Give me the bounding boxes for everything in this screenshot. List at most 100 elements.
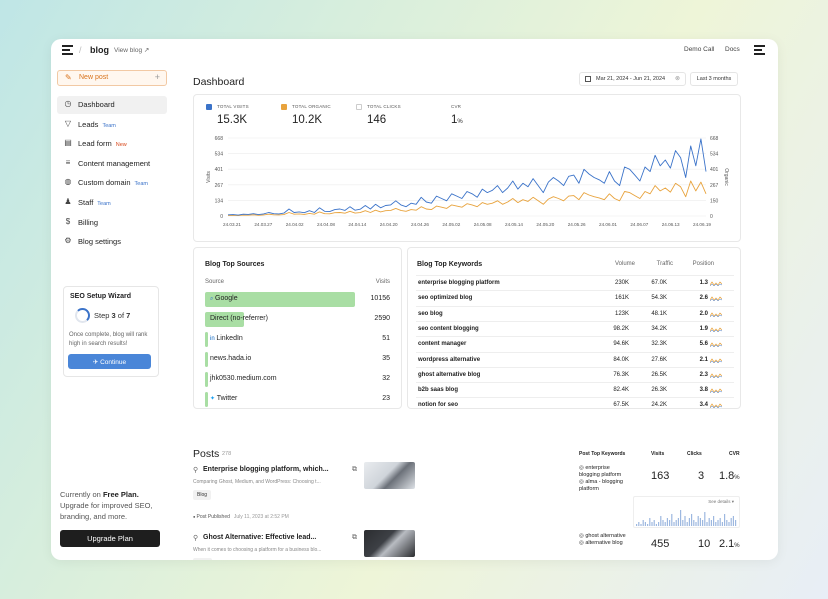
source-bar	[205, 332, 208, 347]
y-tick-right: 150	[710, 198, 719, 204]
post-title[interactable]: Enterprise blogging platform, which...	[203, 466, 329, 473]
dollar-icon: $	[65, 216, 71, 226]
breadcrumb-separator: /	[79, 45, 82, 55]
sidebar-item-blog-settings[interactable]: ⚙ Blog settings	[57, 233, 167, 251]
upgrade-plan-button[interactable]: Upgrade Plan	[60, 530, 160, 547]
source-bar	[205, 392, 208, 407]
source-visits: 10156	[370, 295, 390, 302]
position-sparkline-icon	[710, 403, 722, 409]
top-keywords-card: Blog Top Keywords Volume Traffic Positio…	[407, 247, 741, 409]
post-thumbnail	[364, 530, 415, 557]
post-row[interactable]: ⚲ Ghost Alternative: Effective lead... ⧉ Wh…	[193, 530, 741, 560]
funnel-icon: ▽	[64, 118, 72, 128]
metric-checkbox[interactable]	[206, 104, 212, 110]
sidebar-item-custom-domain[interactable]: ◍ Custom domain Team	[57, 174, 167, 192]
keyword-row[interactable]: b2b saas blog 82.4K 26.3K 3.8	[416, 382, 734, 397]
post-clicks: 10	[698, 538, 711, 550]
continue-button[interactable]: ✈ Continue	[68, 354, 151, 369]
docs-link[interactable]: Docs	[725, 46, 740, 53]
keyword-volume: 82.4K	[613, 387, 629, 394]
keyword-position: 2.1	[699, 356, 708, 363]
keyword-row[interactable]: seo blog 123K 48.1K 2.0	[416, 305, 734, 321]
view-blog-link[interactable]: View blog ↗	[114, 47, 150, 54]
metric-label: TOTAL VISITS	[217, 104, 249, 109]
source-row[interactable]: news.hada.io	[205, 352, 360, 367]
keyword-volume: 67.5K	[613, 402, 629, 409]
clear-date-icon[interactable]: ⊗	[674, 76, 680, 82]
new-post-button[interactable]: ✎ New post +	[57, 70, 167, 86]
keyword-volume: 161K	[614, 295, 629, 302]
plan-name: Free Plan.	[102, 490, 139, 499]
metric-checkbox[interactable]	[281, 104, 287, 110]
metric-value: 146	[367, 114, 387, 126]
new-post-label: New post	[79, 74, 109, 81]
post-title[interactable]: Ghost Alternative: Effective lead...	[203, 534, 317, 541]
sources-col-source: Source	[205, 279, 225, 285]
sidebar-item-label: Content management	[78, 158, 151, 168]
keywords-col-volume: Volume	[614, 261, 635, 267]
demo-call-link[interactable]: Demo Call	[684, 46, 715, 53]
main-content: Dashboard Mar 21, 2024 - Jun 21, 2024 ⊗ …	[193, 63, 778, 560]
target-icon: ◎	[579, 540, 586, 546]
sidebar-item-label: Custom domain	[78, 178, 131, 188]
metric-checkbox[interactable]	[356, 104, 362, 110]
x-tick: 24.05.08	[474, 222, 492, 227]
sidebar-item-billing[interactable]: $ Billing	[57, 214, 167, 232]
post-mini-chart[interactable]: See details ▾	[633, 496, 740, 528]
pin-icon[interactable]: ⚲	[193, 535, 199, 542]
source-visits: 51	[382, 335, 390, 342]
copy-link-icon[interactable]: ⧉	[352, 534, 357, 541]
y-tick-right: 534	[710, 152, 719, 158]
keyword-row[interactable]: content manager 94.6K 32.3K 5.6	[416, 336, 734, 351]
keyword-row[interactable]: ghost alternative blog 76.3K 26.5K 2.3	[416, 366, 734, 382]
post-row[interactable]: ⚲ Enterprise blogging platform, which... ⧉…	[193, 462, 741, 534]
copy-link-icon[interactable]: ⧉	[352, 466, 357, 473]
keyword-row[interactable]: wordpress alternative 84.0K 27.6K 2.1	[416, 351, 734, 367]
source-bar	[205, 372, 208, 387]
sidebar-item-label: Leads	[78, 119, 99, 129]
post-tag[interactable]: SEO	[193, 558, 212, 560]
app-window: / blog View blog ↗ Demo Call Docs ✎ New …	[51, 39, 778, 560]
sidebar-item-staff[interactable]: ♟ Staff Team	[57, 194, 167, 212]
posts-col-keywords: Post Top Keywords	[579, 451, 626, 457]
post-tag[interactable]: Blog	[193, 490, 212, 500]
keyword-position: 3.8	[699, 387, 708, 394]
logo-icon[interactable]	[62, 45, 73, 55]
y-axis-label-left: Visits	[206, 171, 212, 183]
date-range-picker[interactable]: Mar 21, 2024 - Jun 21, 2024 ⊗	[579, 72, 686, 86]
source-row[interactable]: jhk0530.medium.com	[205, 372, 360, 387]
mini-bar-chart	[636, 510, 737, 526]
metric-value: 10.2K	[292, 114, 323, 126]
source-row[interactable]: ⌕ Google	[205, 292, 360, 307]
keyword-row[interactable]: seo content blogging 98.2K 34.2K 1.9	[416, 320, 734, 336]
seo-setup-wizard: SEO Setup Wizard Step 3 of 7 Once comple…	[63, 286, 159, 377]
traffic-chart-card: TOTAL VISITS 15.3K TOTAL ORGANIC 10.2K TOTAL…	[193, 94, 741, 242]
site-name[interactable]: blog	[90, 45, 109, 55]
post-visits: 163	[651, 470, 670, 482]
source-row[interactable]: Direct (no-referrer)	[205, 312, 360, 327]
sidebar-item-leads[interactable]: ▽ Leads Team	[57, 116, 167, 134]
post-keyword: ◎ ghost alternative	[579, 533, 626, 539]
source-row[interactable]: in LinkedIn	[205, 332, 360, 347]
source-name: Direct (no-referrer)	[210, 315, 268, 322]
see-details-button[interactable]: See details ▾	[708, 499, 734, 504]
sidebar-item-dashboard[interactable]: ◷ Dashboard	[57, 96, 167, 114]
source-bar	[205, 292, 355, 307]
sidebar-item-lead-form[interactable]: ▤ Lead form New	[57, 135, 167, 153]
pin-icon[interactable]: ⚲	[193, 467, 199, 474]
sidebar-item-label: Billing	[78, 217, 99, 227]
keyword-row[interactable]: enterprise blogging platform 230K 67.0K 1.3	[416, 275, 734, 290]
source-name: ⌕ Google	[210, 295, 238, 302]
y-tick-left: 401	[215, 167, 224, 173]
keyword-name: enterprise blogging platform	[418, 280, 500, 286]
range-preset-select[interactable]: Last 3 months	[690, 72, 738, 86]
sidebar-badge: Team	[134, 181, 148, 188]
keyword-row[interactable]: notion for seo 67.5K 24.2K 3.4	[416, 397, 734, 412]
post-clicks: 3	[698, 470, 705, 482]
posts-count: 278	[222, 451, 232, 457]
source-row[interactable]: ✦ Twitter	[205, 392, 360, 407]
sidebar-item-content-management[interactable]: ≡ Content management	[57, 155, 167, 173]
keyword-name: b2b saas blog	[418, 387, 459, 394]
keyword-row[interactable]: seo optimized blog 161K 54.3K 2.6	[416, 290, 734, 305]
menu-icon[interactable]	[754, 45, 765, 55]
